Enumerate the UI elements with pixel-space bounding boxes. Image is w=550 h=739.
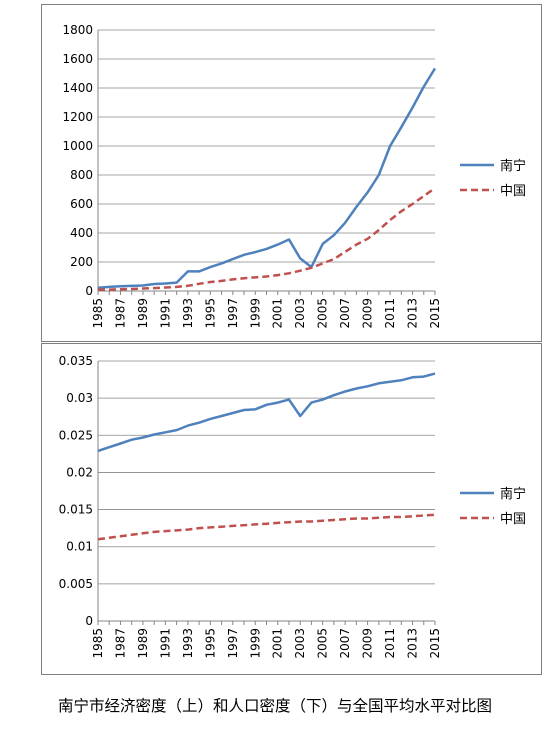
legend-label-0: 南宁	[500, 158, 526, 174]
economic-density-chart: 0 200 400 600 800 1000 1200 1400 1600 1800 1985 198…	[41, 4, 542, 342]
x-tick-label: 2001	[271, 628, 285, 659]
y-tick-label: 0.015	[59, 503, 93, 517]
x-tick-label: 2015	[428, 628, 442, 659]
x-tick-label: 1985	[91, 628, 105, 659]
population-density-chart-svg: 0 0.005 0.01 0.015 0.02 0.025 0.03 0.035 1985 198…	[59, 354, 526, 659]
series-line-1	[97, 187, 436, 292]
y-tick-label: 1400	[62, 81, 93, 95]
y-tick-label: 1600	[62, 52, 93, 66]
x-tick-label: 2009	[361, 628, 375, 659]
x-tick-label: 2003	[293, 628, 307, 659]
y-tick-label: 0.035	[59, 354, 93, 368]
economic-density-chart-svg: 0 200 400 600 800 1000 1200 1400 1600 1800 1985 198…	[62, 23, 526, 329]
legend-label-1: 中国	[500, 512, 526, 527]
x-tick-label: 2009	[361, 298, 375, 329]
y-tick-label: 1200	[62, 110, 93, 124]
x-tick-label: 1987	[113, 628, 127, 659]
x-tick-label: 2013	[406, 628, 420, 659]
x-tick-label: 2003	[293, 298, 307, 329]
y-tick-label: 200	[70, 255, 93, 269]
y-tick-label: 1000	[62, 139, 93, 153]
x-tick-label: 1995	[203, 628, 217, 659]
x-tick-label: 2005	[316, 628, 330, 659]
x-tick-label: 1999	[248, 298, 262, 329]
y-tick-label: 0.025	[59, 428, 93, 442]
x-tick-label: 1999	[248, 628, 262, 659]
y-tick-label: 0.03	[66, 391, 93, 405]
x-tick-label: 1985	[91, 298, 105, 329]
legend-label-1: 中国	[500, 184, 526, 199]
x-tick-label: 2015	[428, 298, 442, 329]
x-tick-label: 1989	[136, 628, 150, 659]
x-tick-label: 1993	[181, 628, 195, 659]
x-tick-label: 1991	[158, 298, 172, 329]
series-line-0	[97, 372, 436, 453]
y-tick-label: 0	[85, 284, 93, 298]
x-tick-label: 1991	[158, 628, 172, 659]
y-tick-label: 600	[70, 197, 93, 211]
x-tick-label: 2013	[406, 298, 420, 329]
y-tick-label: 0.02	[66, 465, 93, 479]
x-tick-label: 2005	[316, 298, 330, 329]
x-tick-label: 2007	[338, 298, 352, 329]
x-tick-label: 1987	[113, 298, 127, 329]
legend-label-0: 南宁	[500, 486, 526, 502]
y-tick-label: 0	[85, 614, 93, 628]
x-tick-label: 2001	[271, 298, 285, 329]
y-tick-label: 0.01	[66, 540, 93, 554]
y-tick-label: 400	[70, 226, 93, 240]
population-density-chart: 0 0.005 0.01 0.015 0.02 0.025 0.03 0.035 1985 198…	[41, 343, 542, 675]
x-tick-label: 1997	[226, 298, 240, 329]
x-tick-label: 1997	[226, 628, 240, 659]
x-tick-label: 1989	[136, 298, 150, 329]
x-tick-label: 2011	[383, 298, 397, 329]
x-tick-label: 2011	[383, 628, 397, 659]
series-line-0	[97, 67, 437, 290]
y-tick-label: 1800	[62, 23, 93, 37]
figure-caption: 南宁市经济密度（上）和人口密度（下）与全国平均水平对比图	[57, 697, 492, 715]
y-tick-label: 800	[70, 168, 93, 182]
x-tick-label: 2007	[338, 628, 352, 659]
x-tick-label: 1993	[181, 298, 195, 329]
series-line-1	[97, 513, 436, 541]
x-tick-label: 1995	[203, 298, 217, 329]
y-tick-label: 0.005	[59, 577, 93, 591]
